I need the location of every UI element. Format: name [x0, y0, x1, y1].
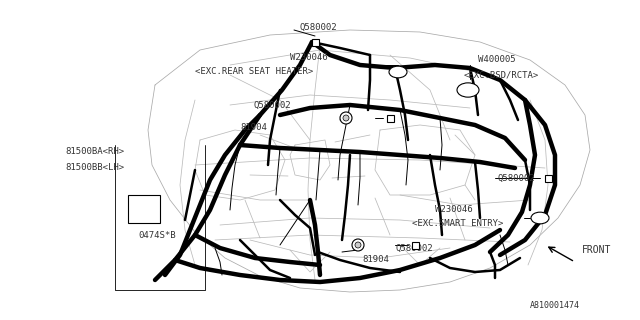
Circle shape [343, 115, 349, 121]
Ellipse shape [457, 83, 479, 97]
Bar [412, 242, 419, 249]
Circle shape [340, 112, 352, 124]
Text: 81500BA<RH>: 81500BA<RH> [65, 148, 124, 156]
Ellipse shape [389, 66, 407, 78]
Circle shape [355, 242, 361, 248]
Text: 81500BB<LH>: 81500BB<LH> [65, 163, 124, 172]
Text: FRONT: FRONT [582, 245, 611, 255]
Text: Q580002: Q580002 [300, 22, 338, 31]
Text: Q580002: Q580002 [498, 173, 536, 182]
Text: <EXC.BSD/RCTA>: <EXC.BSD/RCTA> [464, 70, 540, 79]
Text: 0474S*B: 0474S*B [138, 230, 175, 239]
Text: 81904: 81904 [240, 124, 267, 132]
Text: W230046: W230046 [290, 53, 328, 62]
Text: Q580002: Q580002 [253, 100, 291, 109]
Text: W230046: W230046 [435, 205, 472, 214]
Text: A810001474: A810001474 [530, 300, 580, 309]
Bar [545, 174, 552, 181]
Text: <EXC.SMART ENTRY>: <EXC.SMART ENTRY> [412, 219, 504, 228]
Ellipse shape [531, 212, 549, 224]
Bar [387, 115, 394, 122]
Text: Q580002: Q580002 [395, 244, 433, 252]
Text: <EXC.REAR SEAT HEATER>: <EXC.REAR SEAT HEATER> [195, 68, 313, 76]
Text: 81904: 81904 [362, 255, 389, 265]
Text: W400005: W400005 [478, 55, 516, 65]
Bar [312, 38, 319, 45]
Bar [128, 195, 160, 223]
Circle shape [352, 239, 364, 251]
